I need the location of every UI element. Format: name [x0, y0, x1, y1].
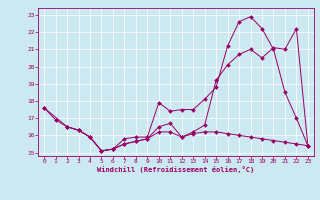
X-axis label: Windchill (Refroidissement éolien,°C): Windchill (Refroidissement éolien,°C) — [97, 166, 255, 173]
